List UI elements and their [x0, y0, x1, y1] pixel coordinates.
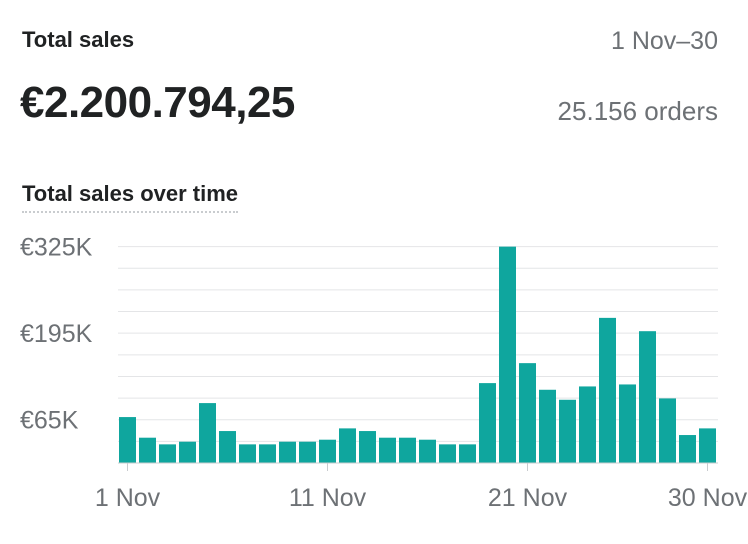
bar[interactable] — [139, 437, 156, 463]
bar[interactable] — [319, 439, 336, 463]
bar[interactable] — [699, 428, 716, 463]
date-range: 1 Nov–30 — [610, 27, 718, 55]
bar[interactable] — [399, 437, 416, 463]
bar[interactable] — [659, 398, 676, 463]
bars — [119, 246, 716, 463]
x-tick-label: 21 Nov — [488, 484, 568, 512]
bar[interactable] — [159, 444, 176, 463]
bar[interactable] — [499, 246, 516, 463]
y-tick-label: €325K — [20, 234, 93, 262]
bar[interactable] — [199, 403, 216, 463]
x-tick-label: 1 Nov — [95, 484, 161, 512]
grid-lines — [118, 246, 718, 442]
bar[interactable] — [559, 399, 576, 463]
bar[interactable] — [599, 317, 616, 463]
sales-bar-chart: €65K €195K €325K 1 Nov 11 Nov 21 Nov 30 Nov — [20, 234, 748, 512]
bar[interactable] — [179, 441, 196, 463]
bar[interactable] — [419, 439, 436, 463]
chart-title[interactable]: Total sales over time — [22, 181, 239, 213]
x-tick-label: 30 Nov — [668, 484, 748, 512]
bar[interactable] — [439, 444, 456, 463]
bar[interactable] — [579, 386, 596, 463]
x-axis-labels: 1 Nov 11 Nov 21 Nov 30 Nov — [95, 462, 748, 512]
bar[interactable] — [479, 383, 496, 463]
bar[interactable] — [459, 444, 476, 463]
bar[interactable] — [679, 435, 696, 463]
bar[interactable] — [259, 444, 276, 463]
bar[interactable] — [219, 431, 236, 463]
y-tick-label: €65K — [20, 407, 79, 435]
total-sales-title: Total sales — [22, 27, 135, 52]
bar[interactable] — [239, 444, 256, 463]
bar[interactable] — [639, 331, 656, 463]
x-tick-label: 11 Nov — [289, 484, 367, 512]
bar[interactable] — [119, 417, 136, 463]
orders-count: 25.156 orders — [557, 96, 718, 126]
bar[interactable] — [299, 441, 316, 463]
bar[interactable] — [519, 363, 536, 463]
total-sales-value: €2.200.794,25 — [20, 78, 295, 127]
bar[interactable] — [279, 441, 296, 463]
bar[interactable] — [339, 428, 356, 463]
y-tick-label: €195K — [20, 320, 93, 348]
bar[interactable] — [379, 437, 396, 463]
bar[interactable] — [539, 389, 556, 463]
bar[interactable] — [619, 384, 636, 463]
bar[interactable] — [359, 431, 376, 463]
y-axis-labels: €65K €195K €325K — [20, 234, 93, 435]
